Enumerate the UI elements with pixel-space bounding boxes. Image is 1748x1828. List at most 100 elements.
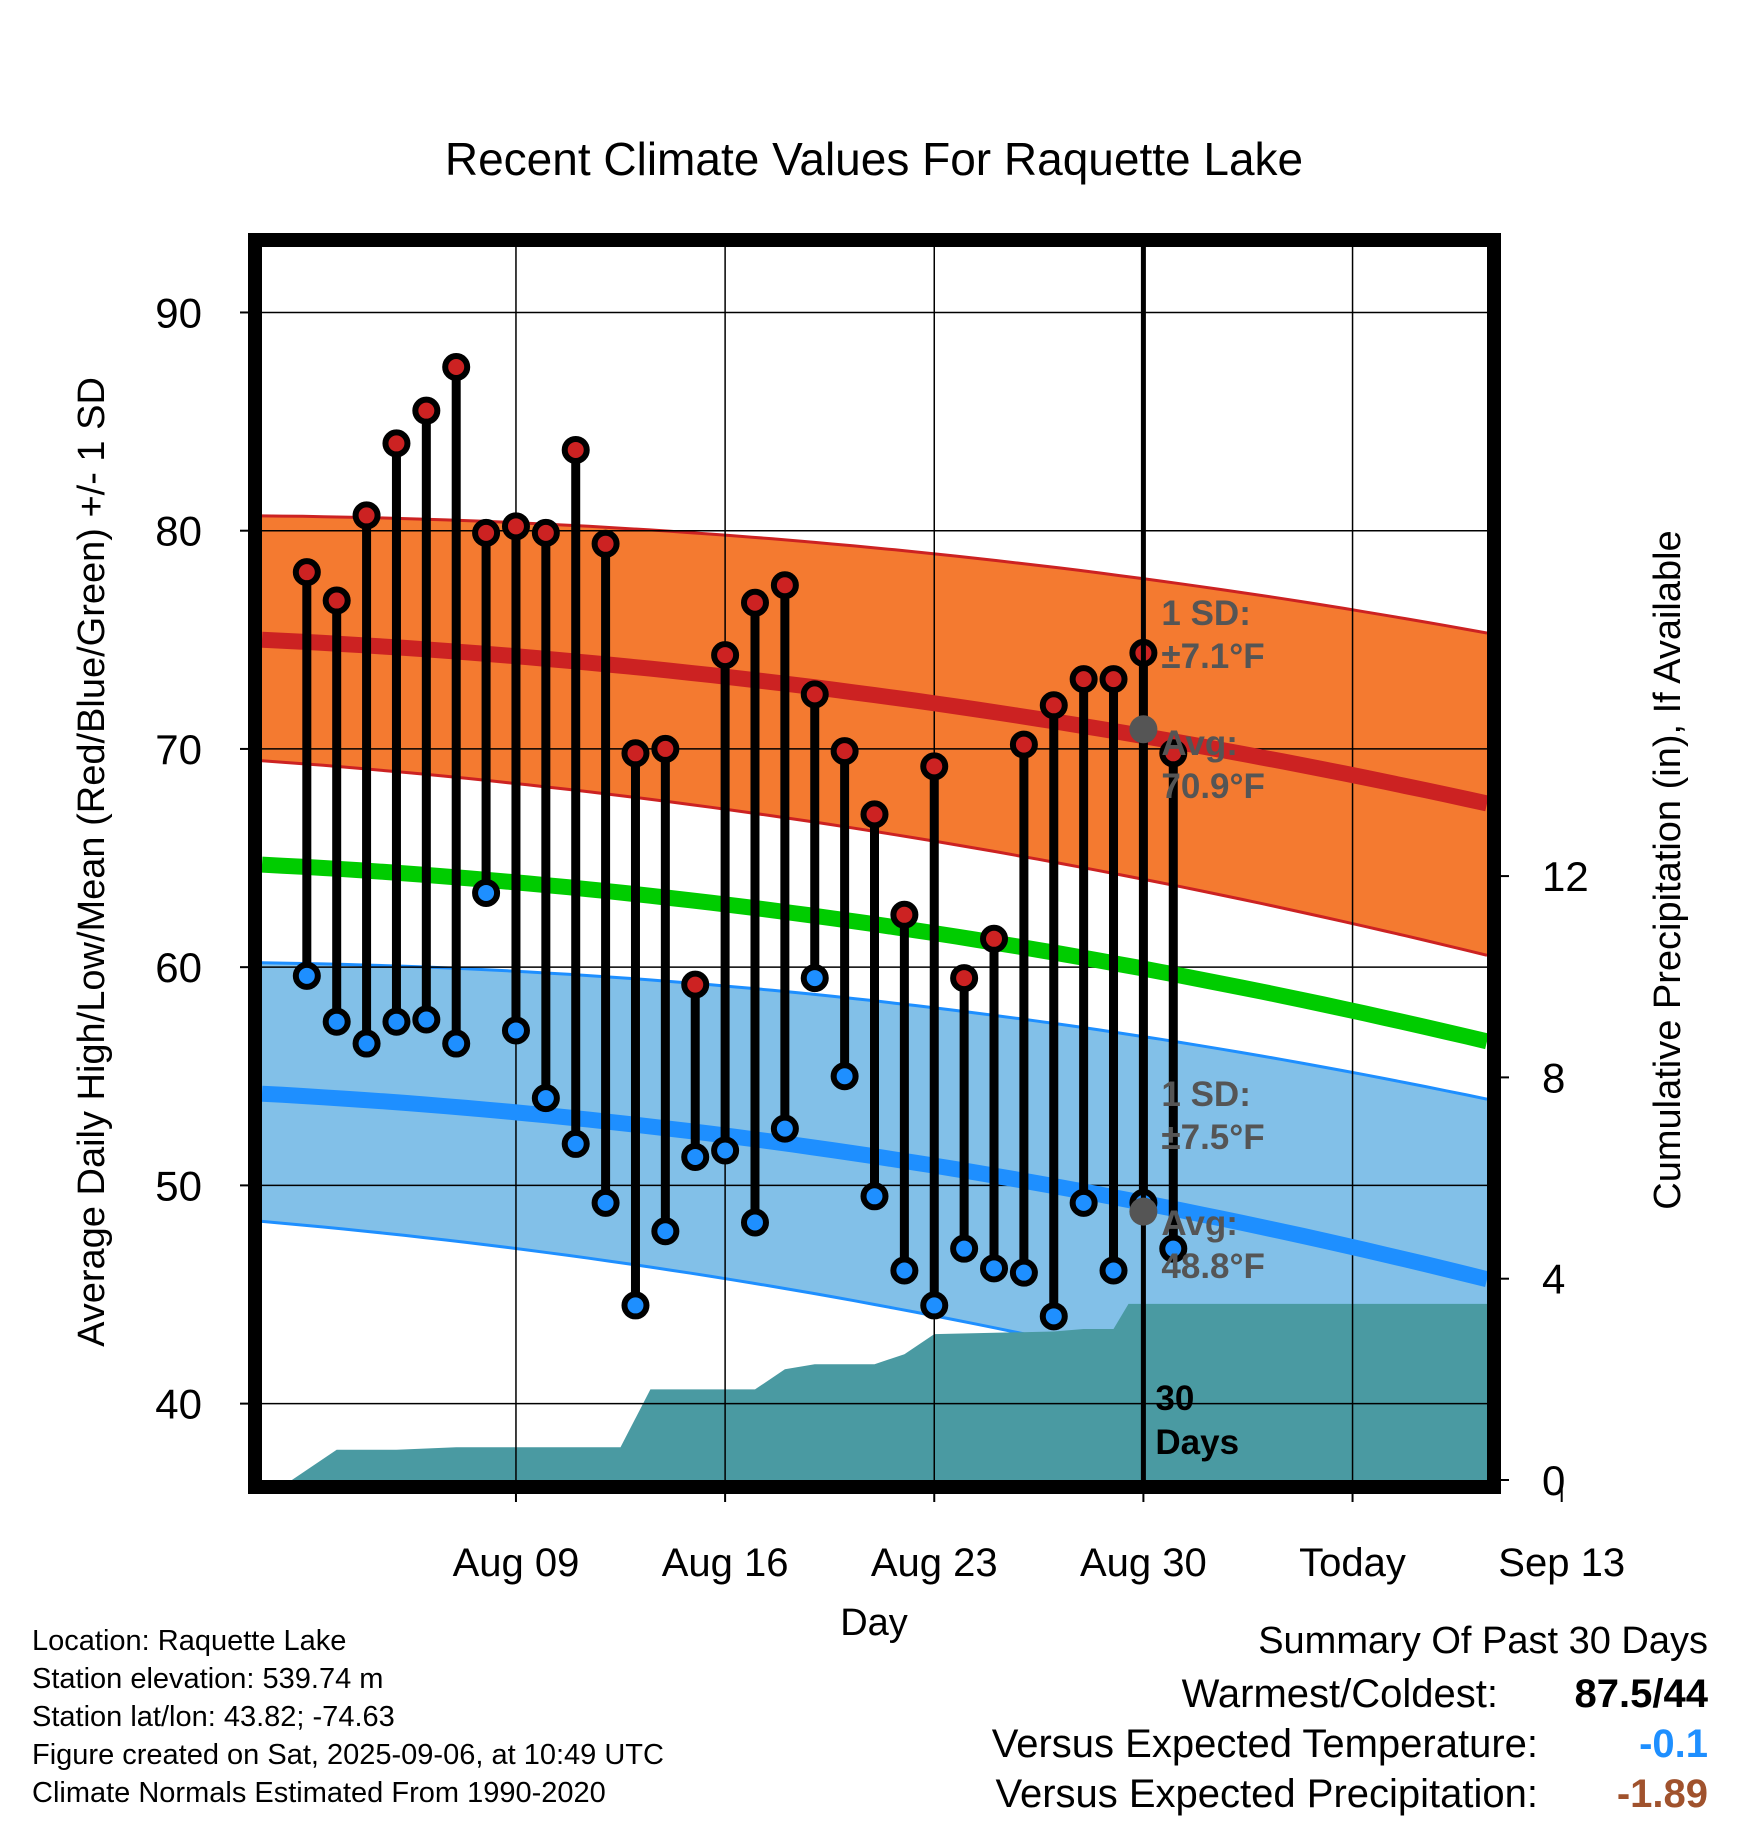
daily-high-point xyxy=(292,558,321,587)
daily-low-point xyxy=(382,1007,411,1036)
daily-low-point xyxy=(591,1188,620,1217)
daily-high-point xyxy=(621,739,650,768)
plot-frame xyxy=(248,233,1501,1494)
daily-low-point xyxy=(711,1136,740,1165)
y-axis-label: Average Daily High/Low/Mean (Red/Blue/Gr… xyxy=(71,377,113,1347)
plot-area: 1 SD: ±7.1°F Avg: 70.9°F 1 SD: ±7.5°F Avg: 48.8… xyxy=(155,233,1625,1585)
high-avg-label: Avg: xyxy=(1161,724,1237,763)
daily-low-point xyxy=(1099,1256,1128,1285)
daily-high-point xyxy=(740,588,769,617)
daily-high-point xyxy=(830,737,859,766)
x-axis-label: Day xyxy=(840,1602,908,1644)
daily-high-point xyxy=(322,586,351,615)
daily-high-point xyxy=(1099,665,1128,694)
daily-low-point xyxy=(681,1143,710,1172)
low-sd-label: 1 SD: xyxy=(1161,1075,1250,1114)
days-count: 30 xyxy=(1155,1379,1194,1418)
y-tick-label: 70 xyxy=(155,726,202,773)
high-sd-band xyxy=(262,515,1487,956)
daily-low-point xyxy=(1069,1188,1098,1217)
daily-low-point xyxy=(322,1007,351,1036)
y2-tick-label: 12 xyxy=(1542,853,1589,900)
low-sd-value: ±7.5°F xyxy=(1161,1118,1264,1157)
daily-high-point xyxy=(412,396,441,425)
daily-low-point xyxy=(890,1256,919,1285)
x-tick-label: Today xyxy=(1299,1541,1406,1585)
daily-low-point xyxy=(442,1029,471,1058)
daily-high-point xyxy=(950,964,979,993)
daily-low-point xyxy=(292,961,321,990)
info-latlon: Station lat/lon: 43.82; -74.63 xyxy=(32,1701,395,1733)
summary-temp-row: Versus Expected Temperature: -0.1 xyxy=(992,1722,1708,1767)
daily-low-point xyxy=(950,1234,979,1263)
low-avg-label: Avg: xyxy=(1161,1204,1237,1243)
today-high-avg-marker xyxy=(1129,715,1158,744)
x-tick-label: Aug 30 xyxy=(1080,1541,1207,1585)
daily-low-point xyxy=(501,1016,530,1045)
daily-low-point xyxy=(1009,1258,1038,1287)
daily-high-point xyxy=(442,353,471,382)
y2-axis-label: Cumulative Precipitation (in), If Availa… xyxy=(1647,530,1689,1209)
daily-low-point xyxy=(1039,1302,1068,1331)
high-sd-value: ±7.1°F xyxy=(1161,637,1264,676)
daily-low-point xyxy=(1159,1234,1188,1263)
daily-high-point xyxy=(890,900,919,929)
daily-high-point xyxy=(382,429,411,458)
daily-high-point xyxy=(651,734,680,763)
daily-high-point xyxy=(561,435,590,464)
x-tick-label: Sep 13 xyxy=(1498,1541,1625,1585)
summary-precip-value: -1.89 xyxy=(1616,1772,1708,1816)
daily-high-point xyxy=(1039,691,1068,720)
daily-high-point xyxy=(980,924,1009,953)
daily-high-point xyxy=(501,512,530,541)
high-avg-value: 70.9°F xyxy=(1161,767,1265,806)
precip-area xyxy=(262,1303,1487,1480)
y2-tick-label: 8 xyxy=(1542,1054,1565,1101)
daily-high-point xyxy=(1009,730,1038,759)
daily-low-point xyxy=(621,1291,650,1320)
daily-high-point xyxy=(1159,739,1188,768)
info-normals: Climate Normals Estimated From 1990-2020 xyxy=(32,1777,606,1809)
daily-low-point xyxy=(920,1291,949,1320)
x-tick-label: Aug 16 xyxy=(662,1541,789,1585)
daily-low-point xyxy=(830,1062,859,1091)
daily-high-point xyxy=(591,529,620,558)
y-tick-label: 80 xyxy=(155,508,202,555)
daily-high-point xyxy=(800,680,829,709)
daily-low-point xyxy=(800,964,829,993)
summary-warmest-label: Warmest/Coldest: xyxy=(1181,1672,1498,1716)
daily-low-point xyxy=(770,1114,799,1143)
summary-temp-label: Versus Expected Temperature: xyxy=(991,1722,1538,1766)
daily-high-point xyxy=(770,571,799,600)
y2-tick-label: 0 xyxy=(1542,1457,1565,1504)
summary-warmest-value: 87.5/44 xyxy=(1574,1672,1708,1716)
daily-high-point xyxy=(352,501,381,530)
x-tick-label: Aug 23 xyxy=(871,1541,998,1585)
summary-precip-row: Versus Expected Precipitation: -1.89 xyxy=(995,1772,1708,1817)
daily-low-point xyxy=(740,1208,769,1237)
info-elevation: Station elevation: 539.74 m xyxy=(32,1663,384,1695)
info-location: Location: Raquette Lake xyxy=(32,1625,347,1657)
summary-warmest-row: Warmest/Coldest: 87.5/44 xyxy=(1182,1672,1708,1717)
daily-low-point xyxy=(980,1254,1009,1283)
daily-high-point xyxy=(681,970,710,999)
high-band-top-edge xyxy=(262,514,1487,635)
daily-low-point xyxy=(561,1129,590,1158)
daily-low-point xyxy=(352,1029,381,1058)
low-avg-value: 48.8°F xyxy=(1161,1247,1265,1286)
daily-low-point xyxy=(651,1217,680,1246)
daily-high-point xyxy=(920,752,949,781)
summary-precip-label: Versus Expected Precipitation: xyxy=(995,1772,1538,1816)
daily-high-point xyxy=(860,800,889,829)
plot-inner: 1 SD: ±7.1°F Avg: 70.9°F 1 SD: ±7.5°F Avg: 48.8… xyxy=(262,247,1487,1480)
today-low-avg-marker xyxy=(1129,1197,1158,1226)
y-tick-label: 90 xyxy=(155,289,202,336)
y2-tick-label: 4 xyxy=(1542,1256,1565,1303)
summary-temp-value: -0.1 xyxy=(1639,1722,1708,1766)
y-tick-label: 50 xyxy=(155,1162,202,1209)
daily-low-point xyxy=(531,1084,560,1113)
daily-high-point xyxy=(472,518,501,547)
daily-low-point xyxy=(472,878,501,907)
high-mean-line xyxy=(262,631,1487,812)
daily-low-point xyxy=(860,1182,889,1211)
